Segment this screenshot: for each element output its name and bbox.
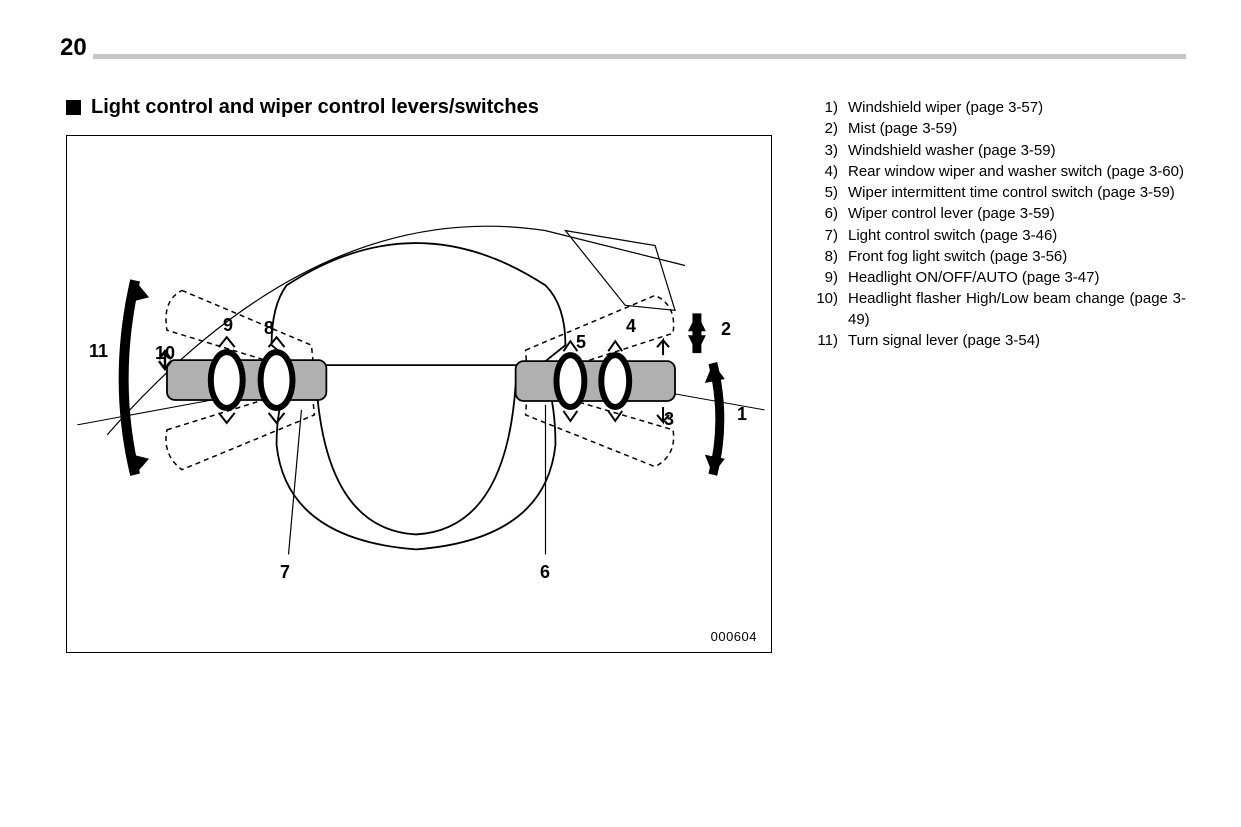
left-lever-body (167, 360, 326, 400)
callout-2: 2 (721, 319, 731, 340)
callout-7: 7 (280, 562, 290, 583)
legend-item: 4)Rear window wiper and washer switch (p… (814, 162, 1186, 182)
legend-item: 5)Wiper intermittent time control switch… (814, 183, 1186, 203)
callout-5: 5 (576, 332, 586, 353)
right-dial-1 (556, 355, 584, 407)
legend-column: 1)Windshield wiper (page 3-57)2)Mist (pa… (786, 96, 1186, 653)
legend-number: 7) (814, 226, 848, 246)
legend-number: 6) (814, 204, 848, 224)
callout-4: 4 (626, 316, 636, 337)
legend-text: Headlight flasher High/Low beam change (… (848, 289, 1186, 330)
legend-item: 10)Headlight flasher High/Low beam chang… (814, 289, 1186, 330)
legend-number: 1) (814, 98, 848, 118)
legend-item: 1)Windshield wiper (page 3-57) (814, 98, 1186, 118)
page-number: 20 (60, 34, 87, 62)
right-arc1-head-dn (705, 455, 725, 475)
right-dial2-arrow-up (608, 341, 622, 351)
callout-6: 6 (540, 562, 550, 583)
legend-number: 3) (814, 141, 848, 161)
callout-1: 1 (737, 404, 747, 425)
legend-text: Headlight ON/OFF/AUTO (page 3-47) (848, 268, 1186, 288)
callout-9: 9 (223, 315, 233, 336)
legend-number: 4) (814, 162, 848, 182)
legend-number: 9) (814, 268, 848, 288)
left-diag-line (77, 400, 211, 425)
legend-number: 8) (814, 247, 848, 267)
figure-box: 1 2 3 4 5 6 7 8 9 10 11 000604 (66, 135, 772, 653)
callout-3: 3 (664, 409, 674, 430)
legend-text: Wiper control lever (page 3-59) (848, 204, 1186, 224)
left-arc-arrow (124, 280, 135, 474)
legend-text: Rear window wiper and washer switch (pag… (848, 162, 1186, 182)
right-end-arrow-up (657, 340, 669, 355)
legend-text: Front fog light switch (page 3-56) (848, 247, 1186, 267)
steering-top (272, 243, 566, 365)
legend-text: Mist (page 3-59) (848, 119, 1186, 139)
right-arc2-head-dn (688, 335, 706, 353)
legend-item: 11)Turn signal lever (page 3-54) (814, 331, 1186, 351)
right-dial-2 (601, 355, 629, 407)
page-header: 20 (60, 38, 1186, 62)
left-dial1-arrow-up (219, 337, 235, 347)
left-dial-1 (211, 352, 243, 408)
legend-item: 8)Front fog light switch (page 3-56) (814, 247, 1186, 267)
legend-item: 6)Wiper control lever (page 3-59) (814, 204, 1186, 224)
legend-text: Windshield wiper (page 3-57) (848, 98, 1186, 118)
legend-text: Light control switch (page 3-46) (848, 226, 1186, 246)
section-title-text: Light control and wiper control levers/s… (91, 96, 539, 119)
header-rule (93, 54, 1186, 59)
dash-vent (565, 231, 675, 311)
right-arc1-head-up (705, 363, 725, 383)
section-title: Light control and wiper control levers/s… (66, 96, 786, 119)
legend-list: 1)Windshield wiper (page 3-57)2)Mist (pa… (814, 98, 1186, 351)
callout-10: 10 (155, 343, 175, 364)
legend-item: 2)Mist (page 3-59) (814, 119, 1186, 139)
right-dial1-arrow-dn (563, 411, 577, 421)
legend-text: Turn signal lever (page 3-54) (848, 331, 1186, 351)
section-bullet-icon (66, 100, 81, 115)
figure-column: Light control and wiper control levers/s… (66, 96, 786, 653)
legend-text: Wiper intermittent time control switch (… (848, 183, 1186, 203)
figure-id: 000604 (711, 629, 757, 644)
right-lever-body (516, 361, 675, 401)
left-dial-2 (261, 352, 293, 408)
legend-number: 2) (814, 119, 848, 139)
content-area: Light control and wiper control levers/s… (66, 96, 1186, 653)
legend-number: 11) (814, 331, 848, 351)
legend-number: 10) (814, 289, 848, 330)
legend-number: 5) (814, 183, 848, 203)
callout-11: 11 (89, 341, 108, 362)
legend-text: Windshield washer (page 3-59) (848, 141, 1186, 161)
steering-diagram (67, 136, 771, 652)
legend-item: 7)Light control switch (page 3-46) (814, 226, 1186, 246)
legend-item: 9)Headlight ON/OFF/AUTO (page 3-47) (814, 268, 1186, 288)
right-arc2-head-up (688, 313, 706, 331)
left-dial1-arrow-dn (219, 413, 235, 423)
callout-8: 8 (264, 318, 274, 339)
legend-item: 3)Windshield washer (page 3-59) (814, 141, 1186, 161)
